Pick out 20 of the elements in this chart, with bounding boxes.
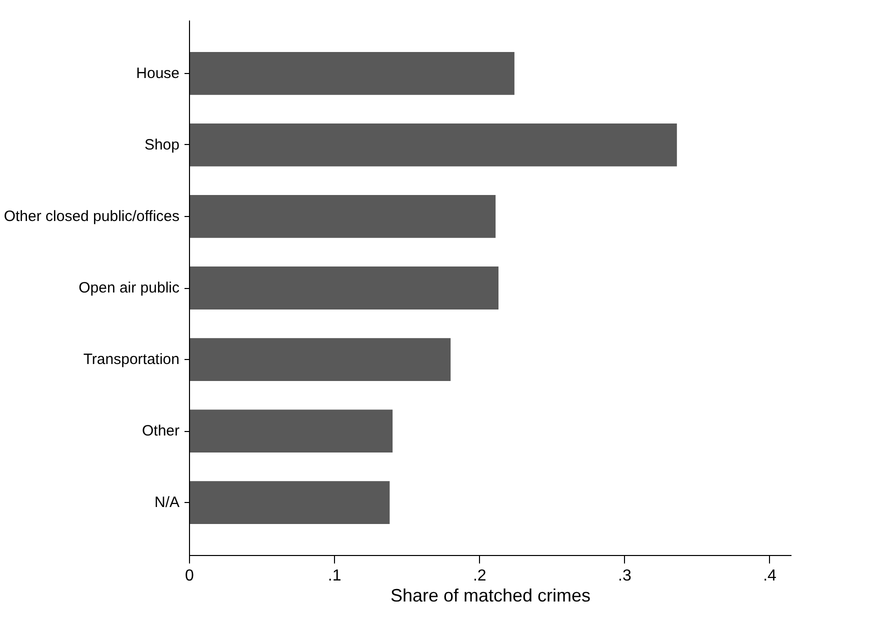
- x-tick-label: 0: [185, 568, 194, 584]
- x-axis-title: Share of matched crimes: [390, 586, 591, 606]
- y-tick-label: House: [136, 64, 180, 82]
- bar: [190, 481, 390, 524]
- x-tick-label: .1: [328, 568, 342, 584]
- y-tick-label: N/A: [154, 494, 180, 512]
- y-tick-label: Open air public: [78, 280, 180, 296]
- bar: [190, 338, 451, 381]
- y-tick-label: Transportation: [83, 351, 180, 368]
- y-tick-label: Other: [142, 422, 180, 440]
- y-tick-label: Shop: [144, 136, 180, 154]
- x-tick-label: .4: [763, 568, 777, 584]
- bar: [190, 266, 498, 310]
- x-tick-label: .3: [618, 568, 632, 584]
- x-tick-label: .2: [472, 568, 486, 584]
- bar: [190, 52, 514, 95]
- bar: [190, 410, 393, 453]
- y-tick-label: Other closed public/offices: [4, 208, 180, 225]
- bar: [190, 195, 496, 238]
- bar: [190, 123, 677, 166]
